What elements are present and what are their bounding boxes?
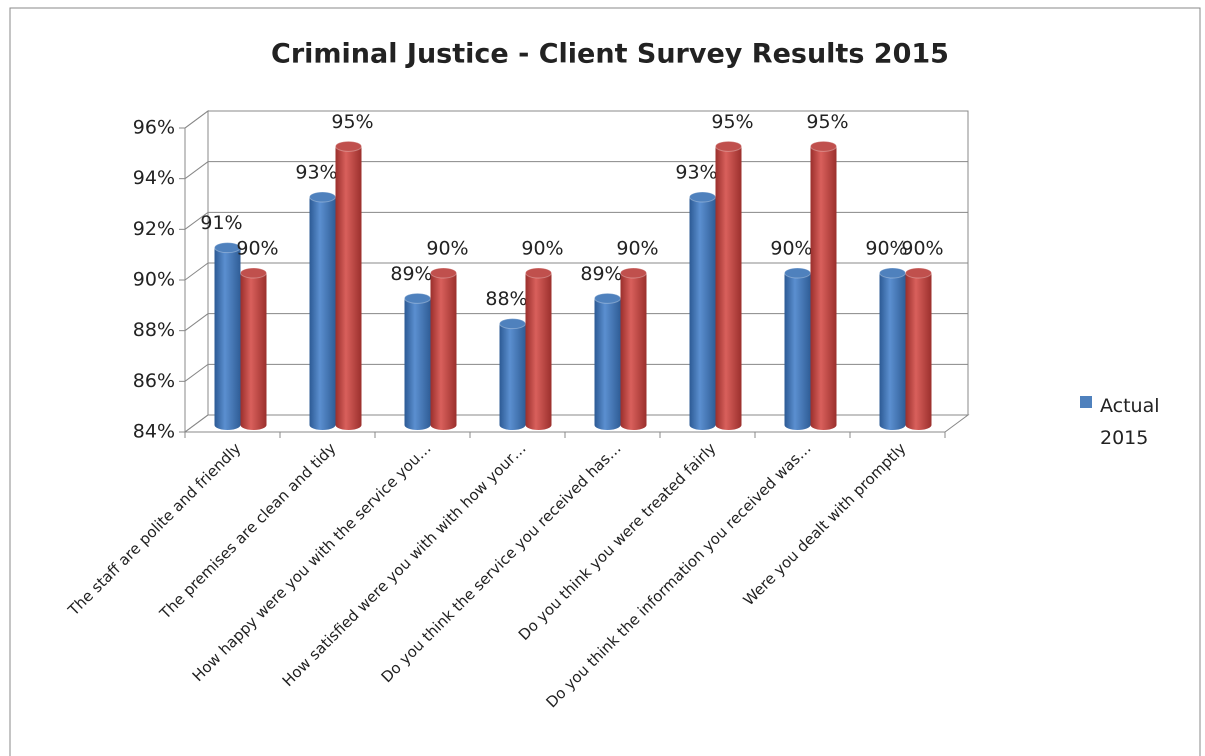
- bar-top: [214, 242, 241, 254]
- bar: [784, 267, 811, 430]
- bar-top: [499, 318, 526, 330]
- bar-top: [879, 267, 906, 279]
- y-tick-label: 88%: [133, 319, 175, 341]
- bar: [594, 292, 621, 430]
- bar: [879, 267, 906, 430]
- legend-swatch: [1080, 396, 1092, 408]
- bar: [309, 191, 336, 430]
- data-label: 90%: [236, 238, 278, 260]
- bar-top: [715, 140, 742, 152]
- bar-top: [689, 191, 716, 203]
- data-label: 90%: [616, 238, 658, 260]
- legend-item: Actual 2015: [1080, 390, 1170, 454]
- bar: [214, 242, 241, 430]
- bar: [620, 267, 647, 430]
- bar-body: [879, 273, 906, 430]
- bar-body: [309, 197, 336, 430]
- data-label: 91%: [200, 212, 242, 234]
- y-tick-label: 94%: [133, 167, 175, 189]
- bar-body: [905, 273, 932, 430]
- bar: [430, 267, 457, 430]
- data-label: 95%: [806, 111, 848, 133]
- bar-top: [905, 267, 932, 279]
- bar: [810, 140, 837, 430]
- bar-body: [810, 146, 837, 430]
- bar: [240, 267, 267, 430]
- bar: [715, 140, 742, 431]
- data-label: 90%: [770, 238, 812, 260]
- bar: [335, 140, 362, 431]
- x-tick-label: The premises are clean and tidy: [155, 439, 339, 623]
- y-tick-label: 90%: [133, 269, 175, 291]
- grid-line: [184, 110, 968, 129]
- bar-top: [594, 292, 621, 304]
- data-label: 90%: [521, 238, 563, 260]
- bar-body: [594, 298, 621, 430]
- data-label: 89%: [580, 263, 622, 285]
- y-tick-label: 84%: [133, 421, 175, 443]
- bar-top: [309, 191, 336, 203]
- bar-body: [430, 273, 457, 430]
- y-tick-label: 92%: [133, 218, 175, 240]
- chart-title: Criminal Justice - Client Survey Results…: [271, 39, 949, 70]
- data-label: 90%: [865, 238, 907, 260]
- bar-top: [335, 140, 362, 152]
- bar-top: [784, 267, 811, 279]
- data-label: 88%: [485, 288, 527, 310]
- bar-top: [404, 292, 431, 304]
- bar-top: [430, 267, 457, 279]
- bar-top: [240, 267, 267, 279]
- bar: [525, 267, 552, 430]
- bar-body: [499, 323, 526, 430]
- chart-border: [9, 7, 1201, 756]
- x-tick-label: Were you dealt with promptly: [740, 439, 910, 609]
- bar-body: [525, 273, 552, 430]
- bar: [404, 292, 431, 430]
- x-tick-label: The staff are polite and friendly: [64, 439, 245, 620]
- data-label: 95%: [331, 111, 373, 133]
- legend-label: Actual 2015: [1100, 395, 1160, 449]
- plot-area: 84% 86% 88% 90% 92% 94% 96% The staff are polit…: [64, 110, 970, 711]
- y-tick-label: 96%: [133, 117, 175, 139]
- data-label: 90%: [901, 238, 943, 260]
- bar-top: [525, 267, 552, 279]
- bar-body: [335, 146, 362, 431]
- bar-body: [404, 298, 431, 430]
- bar-body: [620, 273, 647, 430]
- grid-line: [184, 161, 968, 180]
- x-tick-label: Do you think you were treated fairly: [515, 439, 720, 644]
- bar-body: [214, 247, 241, 430]
- data-label: 89%: [390, 263, 432, 285]
- bar-body: [715, 146, 742, 431]
- legend: Actual 2015: [1080, 390, 1170, 454]
- bar-top: [620, 267, 647, 279]
- data-label: 95%: [711, 111, 753, 133]
- y-tick-label: 86%: [133, 370, 175, 392]
- bar-body: [240, 273, 267, 430]
- bar-top: [810, 140, 837, 152]
- bar: [689, 191, 716, 430]
- data-label: 93%: [675, 162, 717, 184]
- bar-body: [689, 197, 716, 430]
- floor: [183, 414, 970, 433]
- bar: [905, 267, 932, 430]
- data-label: 90%: [426, 238, 468, 260]
- data-label: 93%: [295, 162, 337, 184]
- bar: [499, 318, 526, 430]
- bar-body: [784, 273, 811, 430]
